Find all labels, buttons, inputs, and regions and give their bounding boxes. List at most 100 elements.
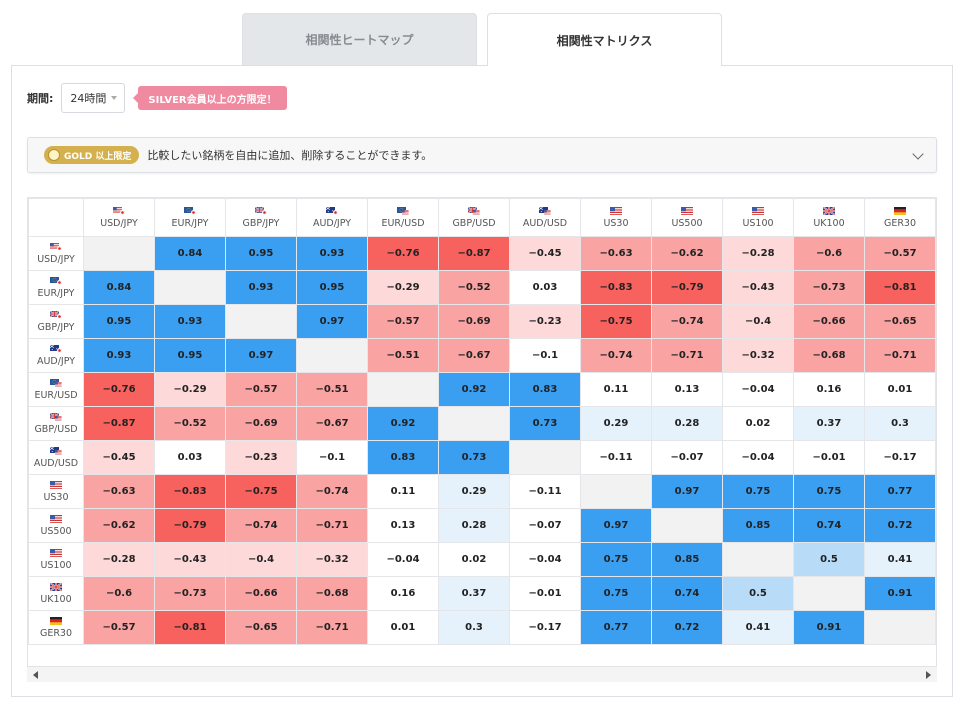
matrix-cell[interactable]: 0.37 [438,576,510,611]
matrix-cell[interactable]: 0.85 [651,542,723,577]
matrix-cell[interactable]: −0.23 [509,304,581,339]
matrix-cell[interactable]: −0.28 [722,236,794,271]
matrix-cell[interactable]: −0.57 [83,610,155,645]
matrix-cell[interactable]: 0.77 [580,610,652,645]
matrix-cell[interactable]: 0.73 [509,406,581,441]
matrix-cell[interactable]: −0.63 [580,236,652,271]
matrix-cell[interactable]: −0.73 [154,576,226,611]
matrix-cell[interactable]: 0.77 [864,474,936,509]
matrix-cell[interactable]: 0.97 [651,474,723,509]
matrix-cell[interactable]: 0.16 [793,372,865,407]
matrix-cell[interactable]: 0.73 [438,440,510,475]
matrix-cell[interactable]: −0.69 [438,304,510,339]
matrix-cell[interactable]: 0.93 [83,338,155,373]
matrix-cell[interactable]: −0.52 [154,406,226,441]
matrix-cell[interactable]: 0.92 [367,406,439,441]
matrix-cell[interactable]: 0.91 [793,610,865,645]
matrix-cell[interactable]: 0.97 [580,508,652,543]
matrix-cell[interactable]: −0.73 [793,270,865,305]
matrix-cell[interactable]: 0.29 [438,474,510,509]
matrix-cell[interactable]: −0.43 [722,270,794,305]
matrix-cell[interactable]: −0.6 [793,236,865,271]
matrix-cell[interactable]: −0.01 [793,440,865,475]
matrix-cell[interactable]: 0.72 [651,610,723,645]
matrix-cell[interactable]: −0.75 [225,474,297,509]
matrix-cell[interactable]: 0.75 [722,474,794,509]
matrix-cell[interactable]: 0.02 [722,406,794,441]
matrix-cell[interactable]: −0.04 [722,440,794,475]
matrix-cell[interactable]: 0.3 [864,406,936,441]
matrix-cell[interactable]: −0.28 [83,542,155,577]
matrix-cell[interactable]: −0.71 [651,338,723,373]
matrix-cell[interactable]: 0.72 [864,508,936,543]
matrix-cell[interactable]: −0.65 [225,610,297,645]
matrix-cell[interactable]: 0.16 [367,576,439,611]
tab-correlation-matrix[interactable]: 相関性マトリクス [487,13,722,66]
matrix-cell[interactable]: −0.57 [225,372,297,407]
matrix-cell[interactable]: −0.43 [154,542,226,577]
matrix-cell[interactable]: 0.95 [225,236,297,271]
matrix-cell[interactable]: −0.71 [296,508,368,543]
matrix-cell[interactable]: −0.04 [367,542,439,577]
matrix-cell[interactable]: 0.83 [509,372,581,407]
matrix-cell[interactable]: −0.45 [83,440,155,475]
matrix-cell[interactable]: 0.11 [367,474,439,509]
matrix-cell[interactable]: −0.71 [864,338,936,373]
matrix-cell[interactable]: −0.79 [154,508,226,543]
matrix-cell[interactable]: 0.93 [225,270,297,305]
matrix-cell[interactable]: 0.84 [154,236,226,271]
matrix-cell[interactable]: 0.84 [83,270,155,305]
matrix-cell[interactable]: −0.01 [509,576,581,611]
matrix-cell[interactable]: −0.81 [864,270,936,305]
matrix-cell[interactable]: −0.11 [580,440,652,475]
matrix-cell[interactable]: −0.4 [722,304,794,339]
matrix-cell[interactable]: 0.28 [651,406,723,441]
matrix-cell[interactable]: −0.65 [864,304,936,339]
matrix-cell[interactable]: 0.85 [722,508,794,543]
matrix-cell[interactable]: 0.5 [722,576,794,611]
matrix-cell[interactable]: −0.1 [296,440,368,475]
matrix-cell[interactable]: −0.29 [154,372,226,407]
matrix-cell[interactable]: −0.68 [793,338,865,373]
matrix-cell[interactable]: −0.74 [225,508,297,543]
matrix-cell[interactable]: −0.51 [367,338,439,373]
matrix-cell[interactable]: −0.4 [225,542,297,577]
matrix-cell[interactable]: −0.67 [438,338,510,373]
matrix-cell[interactable]: −0.71 [296,610,368,645]
matrix-cell[interactable]: −0.74 [296,474,368,509]
matrix-cell[interactable]: −0.67 [296,406,368,441]
matrix-cell[interactable]: −0.66 [793,304,865,339]
matrix-cell[interactable]: −0.11 [509,474,581,509]
matrix-cell[interactable]: −0.57 [864,236,936,271]
matrix-cell[interactable]: −0.62 [651,236,723,271]
matrix-cell[interactable]: 0.97 [225,338,297,373]
matrix-cell[interactable]: 0.75 [580,542,652,577]
horizontal-scrollbar[interactable] [27,666,937,682]
matrix-cell[interactable]: −0.32 [722,338,794,373]
period-select[interactable]: 24時間 [61,83,126,113]
matrix-cell[interactable]: 0.74 [793,508,865,543]
matrix-cell[interactable]: −0.76 [367,236,439,271]
matrix-cell[interactable]: −0.68 [296,576,368,611]
matrix-cell[interactable]: −0.69 [225,406,297,441]
matrix-cell[interactable]: −0.81 [154,610,226,645]
matrix-cell[interactable]: 0.37 [793,406,865,441]
matrix-cell[interactable]: −0.07 [651,440,723,475]
scroll-right-icon[interactable] [926,670,931,679]
matrix-cell[interactable]: −0.79 [651,270,723,305]
matrix-cell[interactable]: −0.63 [83,474,155,509]
gold-feature-bar[interactable]: GOLD 以上限定 比較したい銘柄を自由に追加、削除することができます。 [27,137,937,173]
matrix-cell[interactable]: −0.32 [296,542,368,577]
matrix-cell[interactable]: −0.17 [864,440,936,475]
matrix-cell[interactable]: −0.29 [367,270,439,305]
matrix-cell[interactable]: −0.87 [83,406,155,441]
matrix-cell[interactable]: −0.75 [580,304,652,339]
matrix-cell[interactable]: 0.92 [438,372,510,407]
matrix-cell[interactable]: −0.07 [509,508,581,543]
matrix-cell[interactable]: 0.91 [864,576,936,611]
matrix-cell[interactable]: 0.01 [367,610,439,645]
matrix-cell[interactable]: 0.03 [154,440,226,475]
matrix-cell[interactable]: 0.02 [438,542,510,577]
matrix-cell[interactable]: 0.93 [154,304,226,339]
matrix-cell[interactable]: −0.66 [225,576,297,611]
